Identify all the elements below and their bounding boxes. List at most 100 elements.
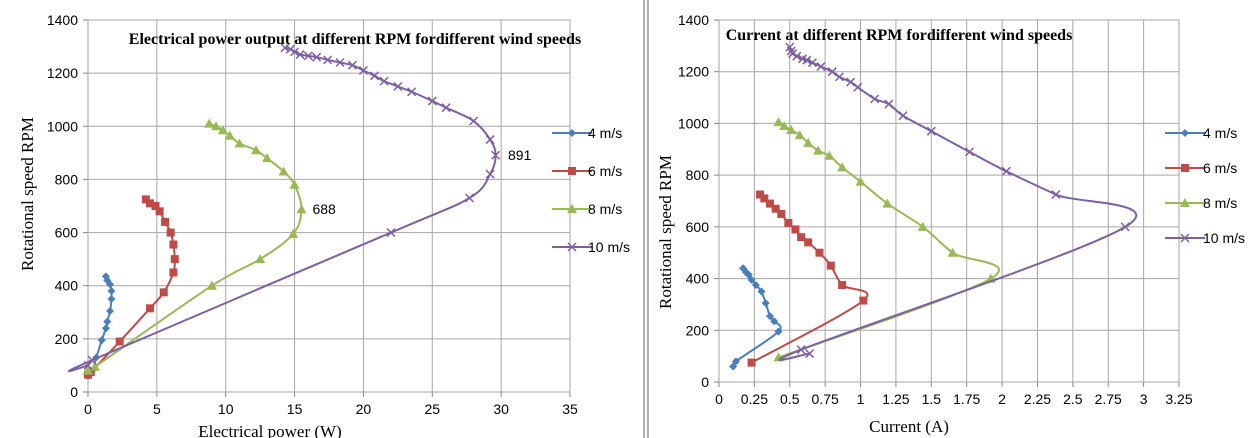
legend: 4 m/s 6 m/s 8 m/s 10 m/s [1165, 125, 1245, 246]
y-tick-label: 400 [55, 278, 79, 294]
x-axis-label: Electrical power (W) [198, 422, 341, 438]
legend-item: 10 m/s [552, 239, 630, 255]
data-point [204, 118, 215, 128]
data-point-stroke-b [788, 49, 798, 59]
data-point [797, 233, 806, 242]
data-point [106, 306, 115, 315]
data-point [807, 58, 817, 68]
data-point [97, 336, 106, 345]
data-point-stroke-b [407, 87, 417, 97]
data-point [805, 349, 815, 359]
data-point-stroke-b [323, 55, 333, 65]
y-tick-label: 1000 [47, 118, 78, 134]
data-point-stroke-b [464, 193, 474, 203]
data-point [169, 240, 178, 249]
data-point [335, 57, 345, 68]
data-point [837, 162, 848, 172]
y-axis-label: Rotational speed RPM [656, 155, 675, 309]
data-point [870, 94, 880, 104]
data-point [1051, 190, 1061, 200]
data-point [926, 126, 936, 136]
data-point [161, 217, 170, 226]
data-point-stroke-b [834, 72, 844, 82]
data-point [765, 199, 774, 208]
data-label: 688 [312, 201, 336, 217]
data-point [441, 103, 451, 113]
data-point [145, 304, 154, 313]
data-point [785, 42, 795, 52]
data-point-stroke-b [427, 96, 437, 106]
data-point [777, 209, 786, 218]
data-point [485, 135, 495, 145]
data-point-stroke-b [469, 116, 479, 126]
data-point [760, 194, 769, 203]
y-tick-label: 800 [686, 167, 710, 183]
y-tick-label: 0 [701, 374, 709, 390]
chart-title: Current at different RPM fordifferent wi… [726, 27, 1073, 44]
legend-label: 4 m/s [588, 125, 622, 141]
data-point [323, 55, 333, 65]
data-point [369, 71, 379, 81]
data-point [464, 193, 474, 203]
data-point [882, 198, 893, 208]
legend-label: 10 m/s [1203, 230, 1245, 246]
power-chart-panel: 0 5 10 15 20 25 30 35 0 200 400 600 800 1000 1200 1400 6… [18, 0, 645, 438]
data-point-stroke-b [379, 76, 389, 86]
data-point [757, 287, 766, 296]
data-point-stroke-b [846, 77, 856, 87]
y-tick-label: 800 [55, 171, 79, 187]
data-point [747, 358, 756, 367]
data-point [145, 199, 154, 208]
data-point-stroke-b [285, 44, 295, 54]
data-point [262, 153, 273, 163]
legend-marker-stroke-b [1180, 233, 1190, 243]
series-6ms [84, 195, 179, 379]
y-tick-label: 1400 [678, 12, 709, 28]
data-point [834, 72, 844, 82]
data-point-stroke-b [786, 46, 796, 56]
x-tick-label: 2 [998, 391, 1006, 407]
data-point-stroke-b [1051, 190, 1061, 200]
data-label: 891 [508, 147, 532, 163]
data-point [804, 238, 813, 247]
data-point [107, 295, 116, 303]
x-tick-label: 0.75 [812, 391, 839, 407]
legend-label: 6 m/s [1203, 160, 1237, 176]
y-axis-label: Rotational speed RPM [18, 117, 37, 271]
data-point [278, 166, 289, 176]
series-10ms [67, 43, 501, 373]
series-4ms [729, 264, 783, 371]
x-tick-label: 3 [1140, 391, 1148, 407]
legend-item: 6 m/s [1165, 160, 1237, 176]
y-tick-label: 600 [55, 225, 79, 241]
data-point-stroke-b [870, 94, 880, 104]
legend-marker-stroke-b [567, 242, 577, 252]
data-point [947, 247, 958, 257]
data-point [290, 47, 300, 57]
x-tick-label: 1.75 [953, 391, 980, 407]
y-tick-label: 1200 [678, 64, 709, 80]
x-tick-label: 2.25 [1024, 391, 1051, 407]
data-point [964, 147, 975, 157]
y-tick-label: 1400 [47, 12, 78, 28]
x-tick-label: 1.5 [922, 391, 942, 407]
x-tick-label: 1.25 [882, 391, 909, 407]
y-tick-label: 0 [70, 384, 78, 400]
data-point [295, 50, 305, 60]
data-point [786, 124, 797, 134]
y-tick-label: 200 [686, 322, 710, 338]
data-point [827, 67, 837, 77]
legend-marker [567, 204, 577, 213]
data-point-stroke-b [312, 52, 322, 62]
data-point [87, 355, 97, 365]
x-axis-label: Current (A) [869, 417, 949, 436]
legend-marker [1180, 233, 1190, 243]
data-point [115, 337, 124, 346]
data-point [224, 130, 235, 140]
legend-item: 6 m/s [552, 163, 622, 179]
y-tick-label: 200 [55, 331, 79, 347]
data-point [826, 261, 835, 270]
data-point [107, 287, 116, 296]
data-point [169, 268, 178, 277]
data-point [779, 121, 790, 131]
